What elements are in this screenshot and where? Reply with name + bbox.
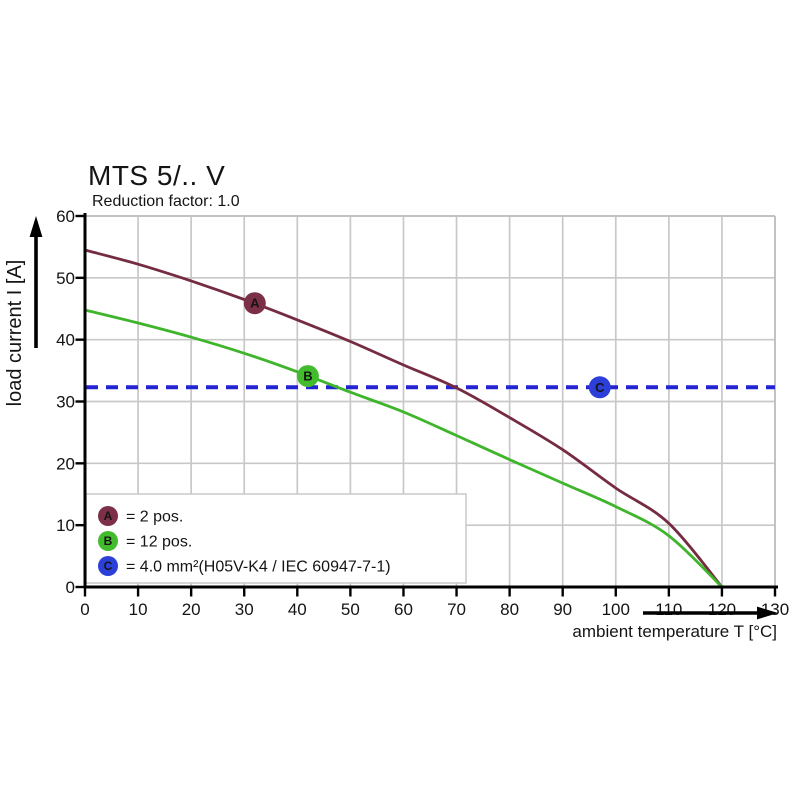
x-tick-label: 30 (235, 600, 254, 619)
legend-dot-b (98, 531, 118, 551)
legend-dot-c-letter: C (104, 559, 113, 573)
legend-label-c: = 4.0 mm²(H05V-K4 / IEC 60947-7-1) (126, 559, 391, 576)
y-tick-label: 10 (56, 516, 75, 535)
x-tick-label: 90 (553, 600, 572, 619)
legend-background (85, 493, 467, 584)
chart-title: MTS 5/.. V (88, 160, 226, 191)
grid-lines (85, 216, 775, 587)
y-tick-label: 40 (56, 331, 75, 350)
marker-a-letter: A (250, 296, 260, 311)
legend-item-b: B = 12 pos. (98, 531, 192, 551)
x-tick-label: 0 (80, 600, 89, 619)
x-tick-label: 110 (655, 600, 682, 619)
curve-b (83, 308, 724, 589)
y-tick-label: 30 (56, 393, 75, 412)
marker-a-dot (243, 292, 266, 315)
marker-a: A (243, 292, 266, 315)
marker-b-letter: B (303, 369, 312, 384)
legend-dot-c (98, 556, 118, 576)
y-axis-label: load current I [A] (4, 260, 26, 407)
x-tick-label: 70 (447, 600, 466, 619)
legend-dot-a (98, 506, 118, 526)
plot-frame (85, 215, 776, 587)
x-tick-label: 20 (182, 600, 201, 619)
legend: A = 2 pos. B = 12 pos. C = 4.0 mm²(H05V-… (98, 506, 391, 576)
legend-item-a: A = 2 pos. (98, 506, 183, 526)
x-tick-label: 100 (602, 600, 630, 619)
x-tick-label: 10 (129, 600, 148, 619)
y-tick-label: 0 (66, 578, 75, 597)
y-axis-arrow-icon (29, 216, 43, 348)
marker-c: C (588, 376, 611, 399)
x-axis-arrow-icon (643, 606, 778, 620)
x-tick-label: 40 (288, 600, 307, 619)
legend-label-b: = 12 pos. (126, 534, 192, 551)
marker-b: B (296, 365, 319, 388)
x-tick-label: 80 (500, 600, 519, 619)
legend-label-a: = 2 pos. (126, 509, 183, 526)
y-tick-label: 60 (56, 207, 75, 226)
legend-dot-b-letter: B (104, 534, 113, 548)
curve-a (83, 248, 724, 589)
curves (83, 248, 724, 589)
x-tick-label: 50 (341, 600, 360, 619)
tick-labels: 0 10 20 30 40 50 60 70 80 90 100 110 120 130010203040… (56, 207, 789, 619)
y-tick-label: 20 (56, 454, 75, 473)
y-tick-label: 50 (56, 269, 75, 288)
axes (83, 213, 778, 589)
marker-c-letter: C (595, 380, 605, 395)
tick-marks (75, 214, 777, 597)
x-tick-label: 120 (708, 600, 736, 619)
legend-item-c: C = 4.0 mm²(H05V-K4 / IEC 60947-7-1) (98, 556, 391, 576)
x-axis-label: ambient temperature T [°C] (572, 622, 777, 641)
chart-subtitle: Reduction factor: 1.0 (92, 193, 240, 210)
x-tick-label: 60 (394, 600, 413, 619)
marker-b-dot (296, 365, 319, 388)
legend-dot-a-letter: A (104, 509, 113, 523)
marker-c-dot (588, 376, 611, 399)
